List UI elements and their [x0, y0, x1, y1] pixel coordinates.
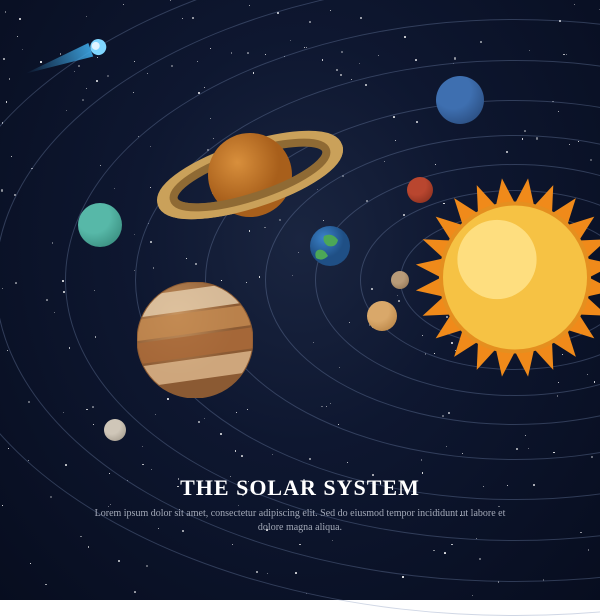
diagram-title: THE SOLAR SYSTEM: [90, 475, 510, 501]
title-block: THE SOLAR SYSTEM Lorem ipsum dolor sit a…: [90, 475, 510, 534]
solar-system-diagram: THE SOLAR SYSTEM Lorem ipsum dolor sit a…: [0, 0, 600, 600]
planet-neptune: [436, 76, 484, 124]
planet-jupiter: [137, 282, 253, 398]
planet-saturn: [150, 75, 350, 275]
planet-pluto: [104, 419, 126, 441]
planet-uranus: [78, 203, 122, 247]
diagram-subtitle: Lorem ipsum dolor sit amet, consectetur …: [90, 507, 510, 534]
planet-mercury: [391, 271, 409, 289]
planet-venus: [367, 301, 397, 331]
planet-mars: [407, 177, 433, 203]
